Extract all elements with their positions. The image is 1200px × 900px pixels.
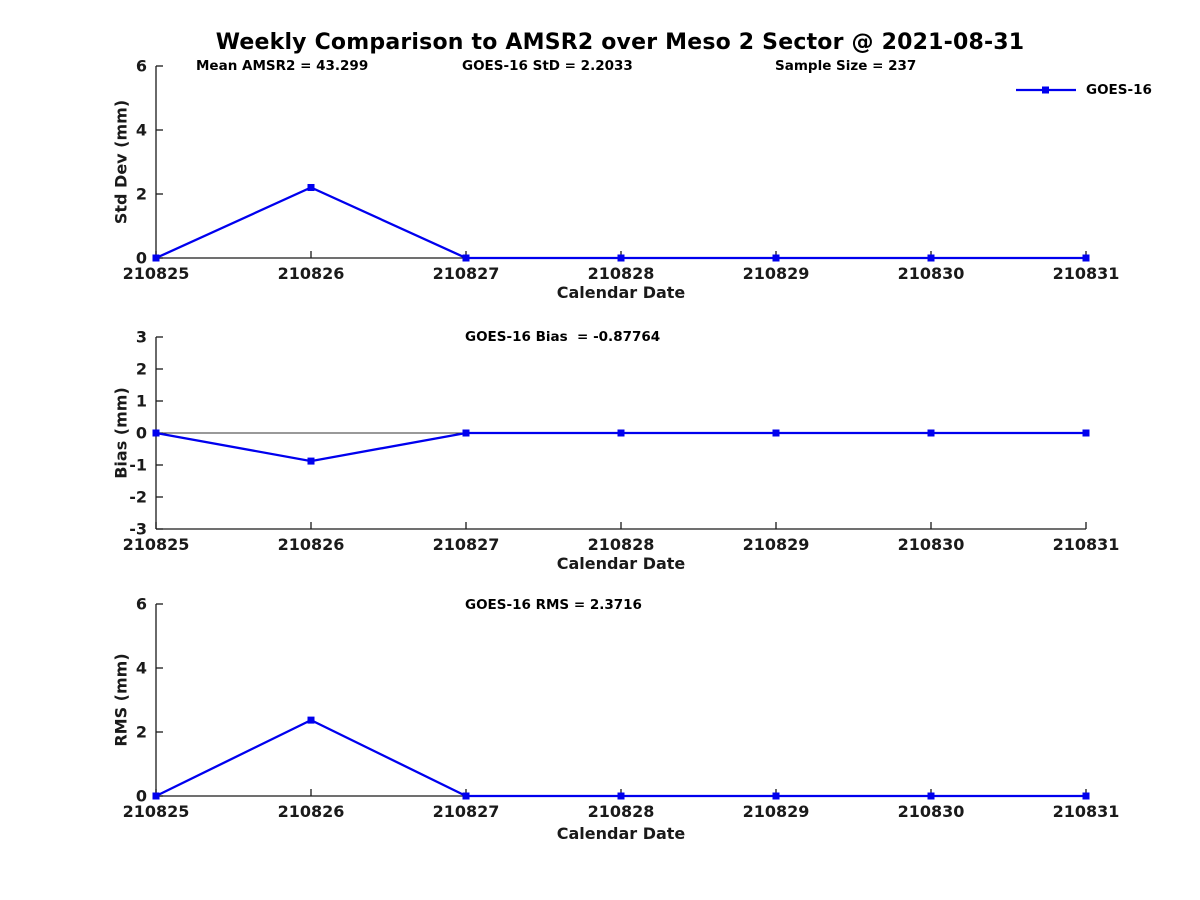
data-point-marker	[462, 254, 470, 262]
x-tick-label: 210827	[433, 264, 500, 283]
data-point-marker	[1082, 254, 1090, 262]
subplot-stddev: 0 2 4 6 210825 210826 210827 210828 210829 210830…	[123, 57, 1120, 284]
x-tick-label: 210831	[1053, 802, 1120, 821]
data-line-GOES-16	[155, 186, 1086, 260]
x-tick-label: 210830	[898, 802, 965, 821]
y-tick-label: 3	[136, 328, 147, 347]
data-point-marker	[462, 792, 470, 800]
x-tick-label: 210831	[1053, 535, 1120, 554]
x-tick-label: 210830	[898, 535, 965, 554]
x-tick-label: 210828	[588, 264, 655, 283]
data-line-GOES-16	[155, 431, 1086, 463]
data-point-marker	[152, 254, 160, 262]
legend-swatch	[1016, 86, 1076, 94]
x-tick-label: 210826	[278, 535, 345, 554]
annotation-mean-amsr2: Mean AMSR2 = 43.299	[196, 58, 369, 74]
legend-marker-icon	[1042, 86, 1049, 94]
x-tick-label: 210827	[433, 535, 500, 554]
legend: GOES-16	[1014, 82, 1152, 98]
data-point-marker	[772, 254, 780, 262]
annotation-goes16-rms: GOES-16 RMS = 2.3716	[465, 597, 642, 613]
x-tick-label: 210830	[898, 264, 965, 283]
x-tick-label: 210829	[743, 264, 810, 283]
x-axis-label-rms: Calendar Date	[556, 824, 686, 843]
data-point-marker	[307, 457, 315, 465]
data-point-marker	[462, 429, 470, 437]
data-point-marker	[1082, 429, 1090, 437]
y-tick-label: 1	[136, 392, 147, 411]
y-tick-label: 2	[136, 360, 147, 379]
data-point-marker	[307, 183, 315, 191]
data-point-marker	[617, 254, 625, 262]
y-tick-label: 2	[136, 185, 147, 204]
y-tick-label: 0	[136, 424, 147, 443]
x-tick-label: 210828	[588, 802, 655, 821]
y-tick-label: 4	[136, 121, 147, 140]
data-point-marker	[1082, 792, 1090, 800]
data-point-marker	[927, 792, 935, 800]
x-tick-label: 210825	[123, 802, 190, 821]
y-tick-label: 6	[136, 57, 147, 76]
y-tick-label: 0	[136, 787, 147, 806]
annotation-goes16-bias: GOES-16 Bias = -0.87764	[465, 329, 661, 345]
subplot-bias: -3 -2 -1 0 1 2 3 210825 210826 210827 210828 210829…	[123, 328, 1120, 555]
data-line-GOES-16	[155, 718, 1086, 798]
x-tick-label: 210831	[1053, 264, 1120, 283]
data-point-marker	[152, 429, 160, 437]
y-tick-label: 2	[136, 723, 147, 742]
data-point-marker	[772, 429, 780, 437]
data-point-marker	[617, 792, 625, 800]
data-point-marker	[307, 716, 315, 724]
x-tick-label: 210829	[743, 802, 810, 821]
x-tick-label: 210826	[278, 264, 345, 283]
x-axis-label-bias: Calendar Date	[556, 554, 686, 573]
x-axis-label-stddev: Calendar Date	[556, 283, 686, 302]
y-tick-label: 6	[136, 595, 147, 614]
data-point-marker	[772, 792, 780, 800]
legend-label: GOES-16	[1086, 82, 1152, 98]
y-tick-label: -3	[129, 520, 147, 539]
annotation-goes16-std: GOES-16 StD = 2.2033	[462, 58, 633, 74]
y-tick-label: 0	[136, 249, 147, 268]
y-tick-label: -2	[129, 488, 147, 507]
y-tick-label: -1	[129, 456, 147, 475]
x-tick-label: 210828	[588, 535, 655, 554]
data-point-marker	[927, 254, 935, 262]
data-point-marker	[617, 429, 625, 437]
x-tick-label: 210826	[278, 802, 345, 821]
subplot-rms: 0 2 4 6 210825 210826 210827 210828 210829 210830…	[123, 595, 1120, 822]
data-point-marker	[927, 429, 935, 437]
annotation-sample-size: Sample Size = 237	[775, 58, 917, 74]
data-point-marker	[152, 792, 160, 800]
y-tick-label: 4	[136, 659, 147, 678]
chart-title: Weekly Comparison to AMSR2 over Meso 2 S…	[215, 30, 1025, 55]
x-tick-label: 210825	[123, 264, 190, 283]
x-tick-label: 210829	[743, 535, 810, 554]
x-tick-label: 210825	[123, 535, 190, 554]
x-tick-label: 210827	[433, 802, 500, 821]
